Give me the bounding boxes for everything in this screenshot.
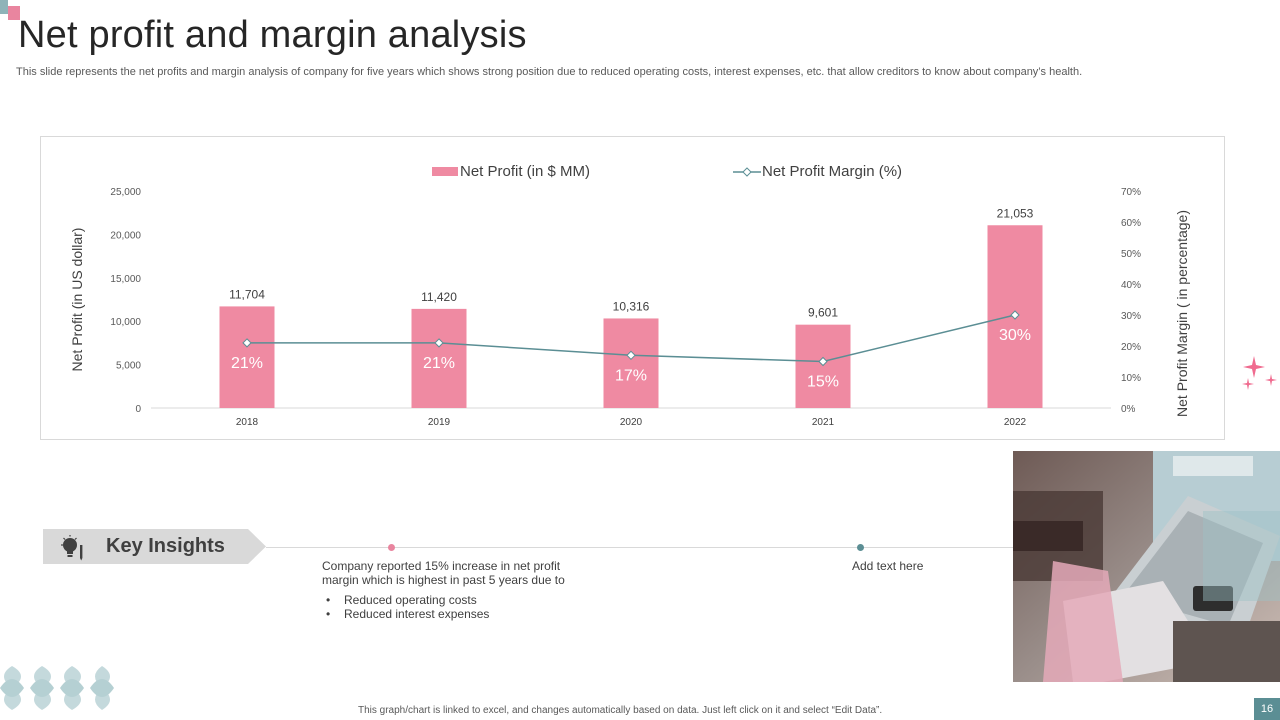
- y2-tick-label: 60%: [1121, 218, 1141, 229]
- margin-point: [1010, 310, 1020, 320]
- y-tick-label: 5,000: [116, 361, 141, 372]
- x-tick-label: 2018: [236, 417, 259, 428]
- margin-label: 17%: [615, 367, 647, 384]
- add-text-placeholder[interactable]: Add text here: [852, 559, 924, 573]
- legend-swatch-bar: [432, 167, 458, 176]
- sparkle-icon: [1242, 356, 1277, 390]
- lightbulb-icon: [61, 535, 83, 561]
- bar-value-label: 9,601: [808, 306, 838, 320]
- margin-point: [242, 338, 252, 348]
- bar: [603, 318, 659, 408]
- margin-label: 21%: [423, 355, 455, 372]
- corner-accent-teal: [0, 0, 8, 14]
- legend-label-bar: Net Profit (in $ MM): [460, 163, 590, 180]
- bar-value-label: 21,053: [997, 206, 1034, 220]
- y-tick-label: 20,000: [110, 230, 141, 241]
- bar: [795, 324, 851, 408]
- y-tick-label: 25,000: [110, 187, 141, 198]
- insight-bullets: Reduced operating costs Reduced interest…: [326, 593, 489, 621]
- margin-point: [626, 350, 636, 361]
- y-tick-label: 0: [135, 404, 141, 415]
- y-tick-label: 10,000: [110, 317, 141, 328]
- combo-chart[interactable]: 0 5,000 10,000 15,000 20,000 25,000 0% 10% 20% 30…: [41, 137, 1226, 441]
- page-subtitle: This slide represents the net profits an…: [16, 66, 1083, 78]
- bar: [411, 308, 467, 408]
- laptop-workspace-photo: [1013, 451, 1280, 682]
- page-number: 16: [1254, 698, 1280, 720]
- timeline-line: [266, 547, 1016, 548]
- y2-tick-label: 0%: [1121, 404, 1136, 415]
- y2-tick-label: 30%: [1121, 311, 1141, 322]
- timeline-dot-pink: [388, 544, 395, 551]
- margin-point: [434, 338, 444, 348]
- x-tick-label: 2022: [1004, 417, 1027, 428]
- footer-note: This graph/chart is linked to excel, and…: [358, 705, 883, 716]
- x-tick-label: 2019: [428, 417, 451, 428]
- y-tick-label: 15,000: [110, 274, 141, 285]
- x-tick-label: 2021: [812, 417, 835, 428]
- bar-value-label: 11,704: [229, 287, 265, 301]
- margin-label: 15%: [807, 374, 839, 391]
- timeline-dot-teal: [857, 544, 864, 551]
- key-insights-label: Key Insights: [106, 535, 225, 557]
- bullet-item: Reduced interest expenses: [326, 607, 489, 621]
- y2-tick-label: 40%: [1121, 280, 1141, 291]
- y2-tick-label: 10%: [1121, 373, 1141, 384]
- legend-marker: [742, 167, 752, 177]
- insight-text: Company reported 15% increase in net pro…: [322, 559, 565, 587]
- legend-label-line: Net Profit Margin (%): [762, 163, 902, 180]
- y2-tick-label: 50%: [1121, 249, 1141, 260]
- y2-axis-title: Net Profit Margin ( in percentage): [1174, 210, 1190, 417]
- bullet-item: Reduced operating costs: [326, 593, 489, 607]
- y2-tick-label: 20%: [1121, 342, 1141, 353]
- bar-value-label: 10,316: [613, 299, 650, 313]
- page-title: Net profit and margin analysis: [18, 14, 527, 56]
- y2-tick-label: 70%: [1121, 187, 1141, 198]
- x-tick-label: 2020: [620, 417, 643, 428]
- margin-label: 21%: [231, 355, 263, 372]
- y-axis-title: Net Profit (in US dollar): [69, 228, 85, 372]
- bar: [219, 306, 275, 408]
- corner-accent-pink: [8, 6, 20, 20]
- bar-value-label: 11,420: [421, 290, 457, 304]
- chart-container[interactable]: 0 5,000 10,000 15,000 20,000 25,000 0% 10% 20% 30…: [40, 136, 1225, 440]
- margin-label: 30%: [999, 327, 1031, 344]
- margin-point: [818, 356, 828, 367]
- leaf-pattern-icon: [0, 666, 114, 710]
